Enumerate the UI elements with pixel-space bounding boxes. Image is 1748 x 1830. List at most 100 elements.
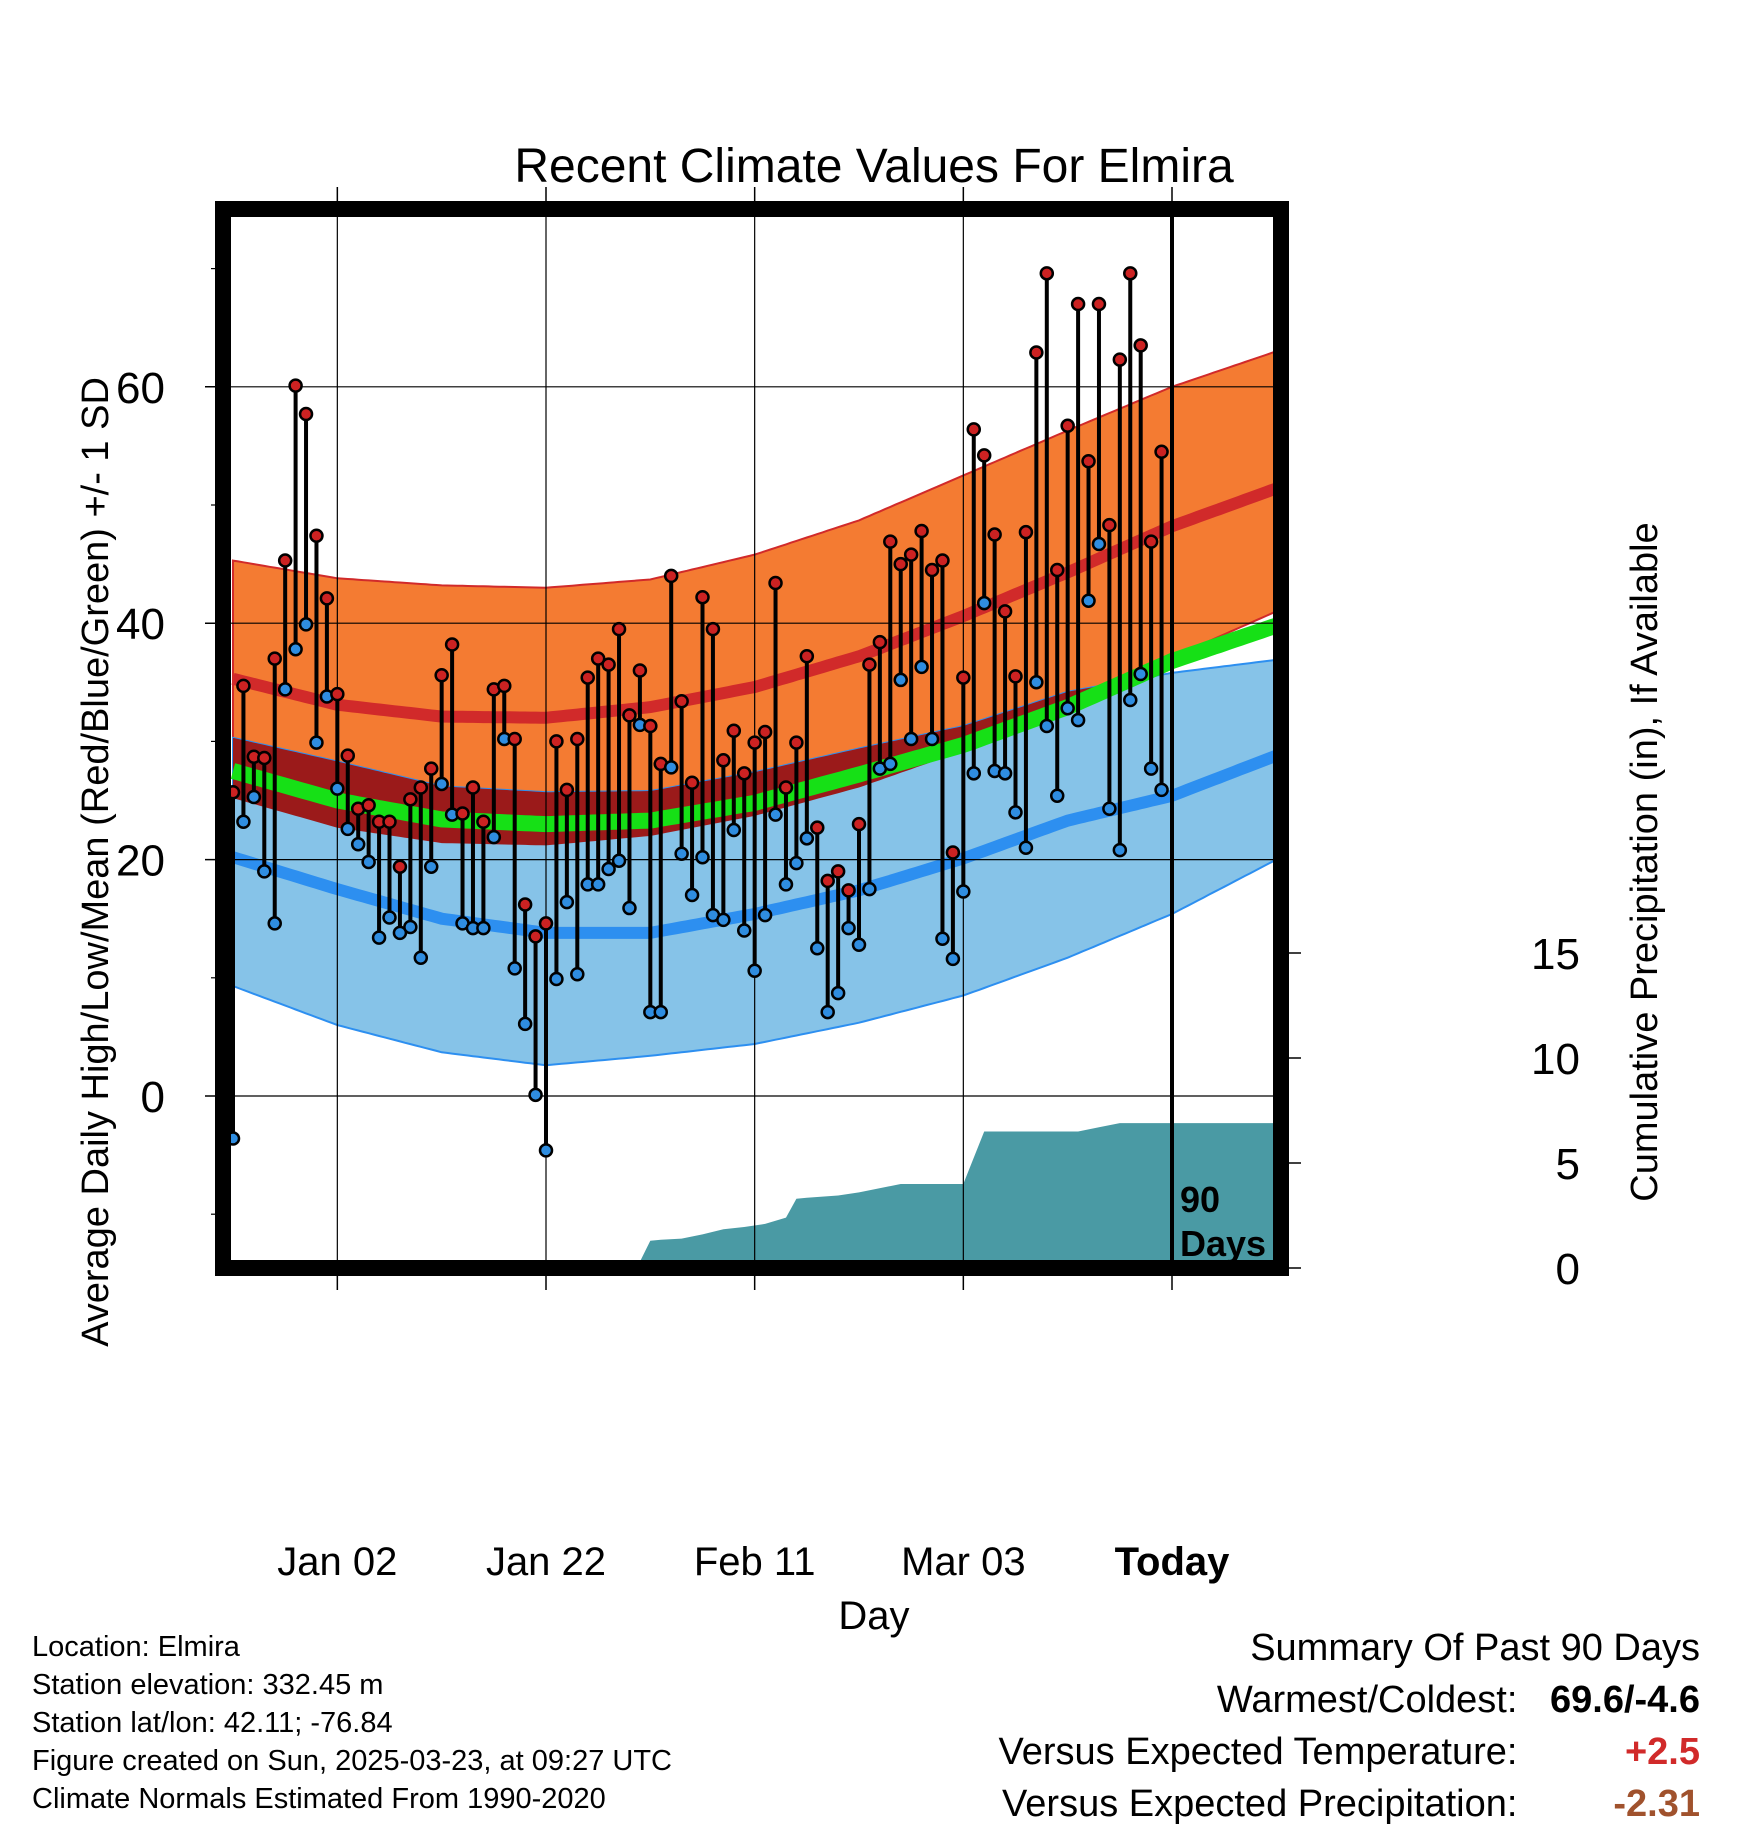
low-point [1112, 842, 1128, 858]
high-point [528, 929, 543, 944]
low-point [789, 855, 804, 871]
high-point [935, 553, 950, 568]
y-tick-label: 60 [116, 364, 165, 413]
low-point [653, 1004, 669, 1020]
x-tick-label: Mar 03 [901, 1540, 1026, 1584]
high-point [517, 897, 533, 912]
high-point [1060, 418, 1075, 434]
summary-warmest-row: Warmest/Coldest: 69.6/-4.6 [999, 1674, 1700, 1726]
high-point [455, 806, 470, 821]
low-point [778, 877, 794, 892]
low-point [736, 923, 752, 938]
high-point [507, 731, 522, 747]
low-point [747, 963, 762, 978]
low-point [1091, 536, 1107, 552]
high-point [1091, 296, 1107, 312]
high-point [893, 556, 908, 572]
high-point [1081, 454, 1096, 469]
high-point [298, 406, 314, 422]
y-tick-label: 20 [116, 837, 165, 886]
high-point [883, 534, 898, 549]
high-point [1102, 517, 1117, 533]
low-point [538, 1143, 554, 1158]
chart-title: Recent Climate Values For Elmira [514, 140, 1234, 193]
low-point [820, 1004, 835, 1020]
high-point [330, 686, 345, 702]
high-point [830, 864, 846, 879]
low-point [716, 912, 731, 928]
high-point [392, 859, 408, 874]
plot-frame [215, 201, 1289, 1276]
low-point [528, 1087, 543, 1103]
y2-axis-label: Cumulative Precipitation (in), If Availa… [1624, 522, 1666, 1201]
high-point [1029, 345, 1044, 360]
high-point [288, 378, 303, 393]
low-point [1018, 840, 1034, 856]
warmest-label: Warmest/Coldest: [1216, 1679, 1518, 1721]
low-point [1049, 788, 1065, 804]
low-point [924, 731, 940, 747]
low-point [309, 735, 324, 750]
high-point [1123, 266, 1138, 281]
low-point [883, 756, 898, 772]
precip-area [233, 1123, 1277, 1268]
y2-tick-label: 10 [1531, 1035, 1580, 1084]
low-point [392, 925, 408, 941]
high-point [1143, 534, 1159, 549]
x-axis-label: Day [838, 1594, 909, 1638]
low-point [1070, 712, 1086, 728]
low-point [799, 831, 815, 846]
low-point [851, 937, 867, 952]
low-point [935, 931, 950, 947]
low-point [517, 1016, 533, 1032]
low-point [862, 881, 877, 897]
window-label-line2: Days [1180, 1223, 1266, 1264]
high-point [538, 916, 554, 931]
high-point [976, 448, 992, 463]
high-point [580, 670, 595, 685]
normals-text: Climate Normals Estimated From 1990-2020 [32, 1783, 606, 1815]
low-point [476, 920, 491, 936]
high-point [434, 667, 449, 683]
low-point [507, 961, 522, 976]
x-tick-label: Today [1115, 1540, 1231, 1584]
high-point [757, 724, 773, 740]
low-point [695, 849, 710, 865]
high-point [465, 780, 481, 795]
low-point [810, 941, 825, 956]
high-point [1039, 266, 1055, 281]
low-point [997, 766, 1013, 781]
high-point [674, 693, 689, 709]
low-point [1143, 761, 1159, 776]
low-point [590, 877, 606, 892]
low-point [371, 930, 387, 945]
high-point [736, 766, 752, 781]
low-point [1039, 718, 1055, 734]
low-point [893, 672, 908, 688]
low-point [486, 829, 502, 845]
low-point [298, 617, 314, 632]
high-point [549, 734, 564, 749]
low-point [611, 853, 627, 869]
y-tick-label: 40 [116, 600, 165, 649]
high-point [851, 816, 867, 832]
summary-temp-row: Versus Expected Temperature: +2.5 [999, 1726, 1700, 1778]
low-point [413, 950, 429, 965]
high-point [257, 750, 272, 766]
low-point [1029, 675, 1044, 690]
summary-panel: Summary Of Past 90 Days Warmest/Coldest:… [999, 1622, 1700, 1830]
low-point [914, 659, 929, 675]
low-point [267, 916, 282, 931]
high-point [997, 604, 1013, 619]
low-point [830, 985, 846, 1001]
low-point [246, 789, 262, 805]
temp-anomaly-value: +2.5 [1624, 1731, 1700, 1773]
high-point [622, 708, 637, 723]
low-point [601, 861, 616, 877]
x-tick-label: Jan 02 [277, 1540, 397, 1584]
x-tick-label: Jan 22 [486, 1540, 606, 1584]
low-point [277, 682, 293, 697]
high-point [799, 649, 815, 664]
low-point [757, 907, 773, 923]
high-point [340, 748, 356, 763]
